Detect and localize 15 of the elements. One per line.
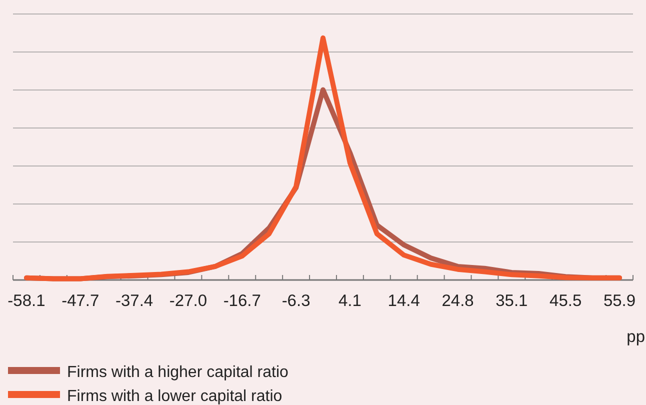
x-tick-label: 35.1 — [496, 292, 528, 310]
x-tick-label: 14.4 — [388, 292, 420, 310]
x-tick-label: -58.1 — [8, 292, 46, 310]
x-tick-label: 45.5 — [550, 292, 582, 310]
x-tick-label: -37.4 — [116, 292, 154, 310]
legend-label: Firms with a lower capital ratio — [67, 388, 282, 405]
x-tick-label: -6.3 — [282, 292, 310, 310]
x-tick-label: 24.8 — [442, 292, 474, 310]
legend-label: Firms with a higher capital ratio — [67, 364, 289, 381]
x-tick-label: -27.0 — [169, 292, 208, 310]
x-axis-title: pp — [626, 328, 645, 346]
x-tick-label: 4.1 — [338, 292, 362, 310]
x-tick-label: -16.7 — [223, 292, 261, 310]
x-tick-label: 55.9 — [603, 292, 636, 310]
x-tick-label: -47.7 — [62, 292, 100, 310]
